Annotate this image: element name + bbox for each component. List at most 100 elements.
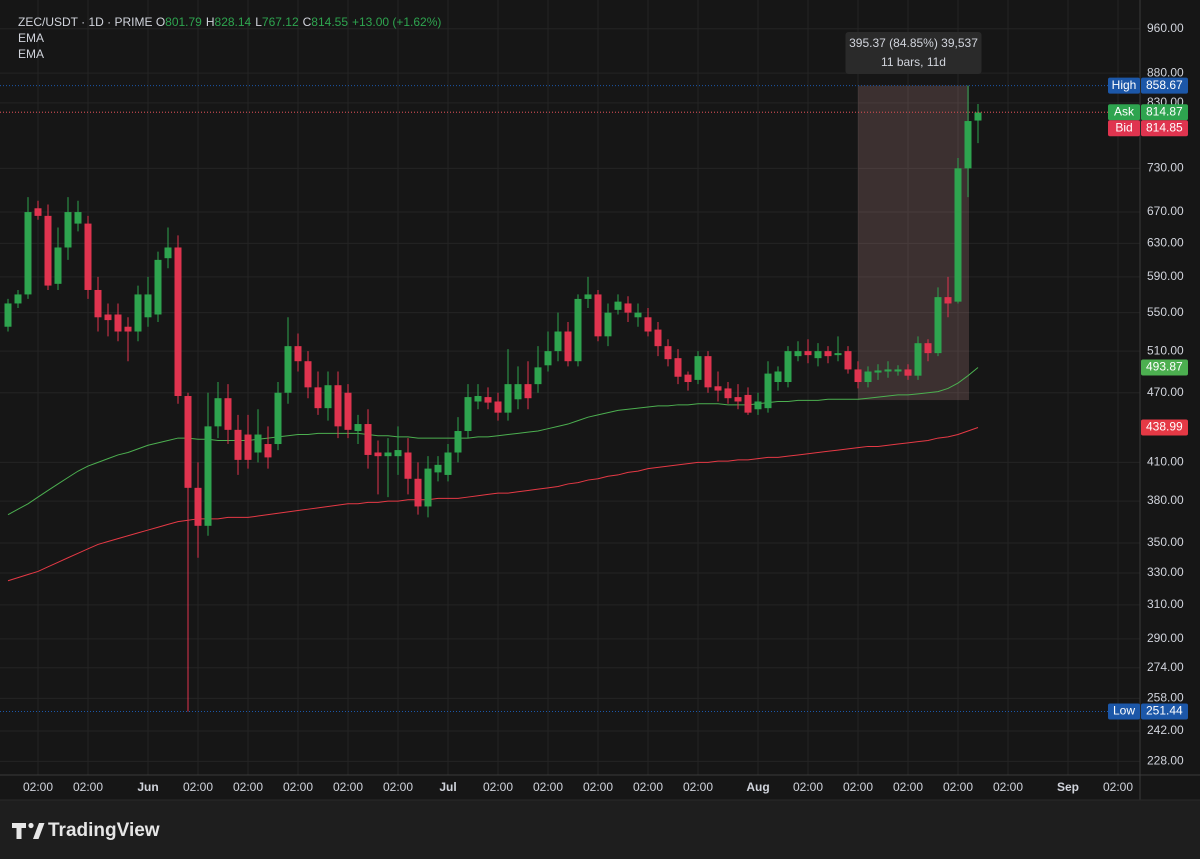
ohlc-value: 828.14 [214, 15, 252, 29]
price-tag-name: Bid [1115, 120, 1132, 134]
candle-body [424, 468, 432, 507]
candle-body [614, 301, 622, 310]
price-tag-value: 814.85 [1146, 120, 1183, 134]
candle-body [594, 294, 602, 337]
candle-body [414, 478, 422, 507]
ema-line [7, 367, 979, 516]
ohlc-letter: O [155, 15, 166, 29]
candle-body [964, 121, 972, 169]
candle-body [264, 444, 272, 458]
candle-body [314, 387, 322, 409]
symbol-title: ZEC/USDT · 1D · PRIME [18, 15, 153, 29]
ohlc-letter: C [302, 15, 312, 29]
y-tick-label: 310.00 [1147, 597, 1184, 611]
candle-body [944, 297, 952, 304]
x-tick-label: 02:00 [23, 780, 53, 794]
candle-body [684, 374, 692, 383]
candle-body [764, 373, 772, 409]
x-tick-label: 02:00 [943, 780, 973, 794]
candle-body [384, 452, 392, 457]
candle-body [774, 371, 782, 383]
indicator-name: EMA [18, 47, 45, 61]
candle-body [34, 208, 42, 216]
y-tick-label: 242.00 [1147, 723, 1184, 737]
indicator-name: EMA [18, 31, 45, 45]
candle-body [674, 358, 682, 377]
candle-body [844, 351, 852, 370]
y-tick-label: 410.00 [1147, 455, 1184, 469]
candle-body [604, 312, 612, 337]
y-tick-label: 228.00 [1147, 754, 1184, 768]
candle-body [374, 452, 382, 457]
logo: TradingView [12, 820, 160, 841]
candle-body [94, 289, 102, 318]
candle-body [654, 329, 662, 347]
candle-body [974, 112, 982, 121]
ema-tag-value: 493.87 [1146, 360, 1183, 374]
legend: ZEC/USDT · 1D · PRIME O801.79 H828.14 L767… [18, 14, 447, 62]
candle-body [834, 353, 842, 356]
y-tick-label: 630.00 [1147, 236, 1184, 250]
measure-label: 395.37 (84.85%) 39,537 [849, 36, 978, 50]
candle-body [494, 401, 502, 413]
candle-body [354, 424, 362, 432]
candle-body [554, 331, 562, 352]
candle-body [24, 212, 32, 295]
price-tag-name-box [1108, 104, 1140, 121]
candle-body [284, 346, 292, 393]
logo-mark [33, 823, 45, 839]
y-tick-label: 960.00 [1147, 21, 1184, 35]
x-tick-label: 02:00 [583, 780, 613, 794]
price-tag-name-box [1108, 77, 1140, 94]
x-tick-label: 02:00 [683, 780, 713, 794]
ohlc-value: 801.79 [165, 15, 202, 29]
candle-body [14, 294, 22, 304]
candle-body [784, 351, 792, 383]
candle-body [184, 396, 192, 488]
y-tick-label: 350.00 [1147, 535, 1184, 549]
candle-body [544, 351, 552, 366]
candle-body [154, 259, 162, 315]
y-tick-label: 510.00 [1147, 343, 1184, 357]
change: +13.00 (+1.62%) [352, 15, 442, 29]
candle-body [534, 367, 542, 385]
ema-tag-box [1141, 359, 1188, 376]
candle-body [324, 385, 332, 409]
candle-body [584, 294, 592, 299]
x-tick-label: 02:00 [843, 780, 873, 794]
y-tick-label: 470.00 [1147, 385, 1184, 399]
candle-body [914, 343, 922, 376]
candle-body [624, 303, 632, 313]
candle-body [874, 370, 882, 373]
candle-body [134, 294, 142, 332]
logo-mark [12, 823, 26, 839]
candle-body [884, 369, 892, 372]
candle-body [84, 223, 92, 290]
price-tag-value: 814.87 [1146, 104, 1183, 118]
y-tick-label: 274.00 [1147, 660, 1184, 674]
candle-body [194, 487, 202, 526]
ema-line [7, 427, 979, 582]
candle-body [794, 351, 802, 357]
candle-body [634, 312, 642, 318]
candle-body [924, 343, 932, 354]
x-tick-label: 02:00 [993, 780, 1023, 794]
ohlc-values: O801.79 H828.14 L767.12 C814.55 [156, 15, 352, 29]
candle-body [454, 431, 462, 453]
x-tick-label: Sep [1057, 780, 1079, 794]
candle-body [144, 294, 152, 318]
ema-tag-value: 438.99 [1146, 420, 1183, 434]
x-tick-label: Jul [439, 780, 456, 794]
candle-body [294, 346, 302, 362]
x-tick-label: 02:00 [893, 780, 923, 794]
x-tick-label: 02:00 [183, 780, 213, 794]
candle-body [474, 396, 482, 402]
candle-body [244, 434, 252, 460]
footer-background [0, 800, 1200, 859]
y-tick-label: 550.00 [1147, 305, 1184, 319]
candle-body [504, 384, 512, 413]
candle-body [164, 247, 172, 259]
candle-body [804, 351, 812, 356]
x-tick-label: 02:00 [483, 780, 513, 794]
